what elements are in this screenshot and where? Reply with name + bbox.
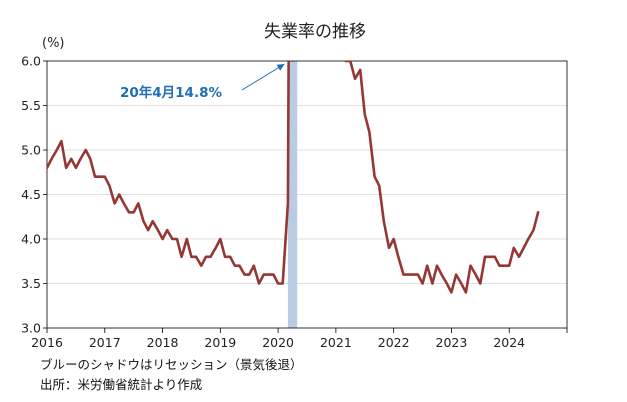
- y-axis: 3.0 3.5 4.0 4.5 5.0 5.5 6.0: [21, 54, 47, 336]
- x-tick-label: 2018: [147, 335, 179, 350]
- y-tick-label: 3.5: [21, 276, 41, 291]
- unemployment-rate-line: [47, 61, 540, 294]
- y-tick-label: 3.0: [21, 321, 41, 336]
- y-tick-label: 5.0: [21, 143, 41, 158]
- x-tick-label: 2024: [493, 335, 525, 350]
- recession-note: ブルーのシャドウはリセッション（景気後退）: [40, 357, 303, 372]
- peak-annotation: 20年4月14.8%: [120, 84, 222, 101]
- y-unit-label: (%): [42, 36, 65, 51]
- chart-title: 失業率の推移: [264, 22, 366, 42]
- x-tick-label: 2016: [31, 335, 63, 350]
- y-tick-label: 4.0: [21, 232, 41, 247]
- source-note: 出所：米労働省統計より作成: [40, 377, 203, 392]
- y-tick-label: 6.0: [21, 54, 41, 69]
- y-tick-label: 4.5: [21, 187, 41, 202]
- annotation-arrowhead: [276, 64, 285, 71]
- x-tick-label: 2017: [89, 335, 121, 350]
- recession-band: [287, 61, 298, 328]
- y-tick-label: 5.5: [21, 98, 41, 113]
- x-tick-label: 2019: [204, 335, 236, 350]
- x-tick-label: 2021: [320, 335, 352, 350]
- x-tick-label: 2023: [436, 335, 468, 350]
- annotation-arrow: [241, 63, 285, 91]
- x-tick-label: 2020: [262, 335, 294, 350]
- x-tick-label: 2022: [378, 335, 410, 350]
- x-axis: 2016 2017 2018 2019 2020 2021 2022 2023 2024: [31, 328, 568, 350]
- recession-shading: [287, 61, 298, 328]
